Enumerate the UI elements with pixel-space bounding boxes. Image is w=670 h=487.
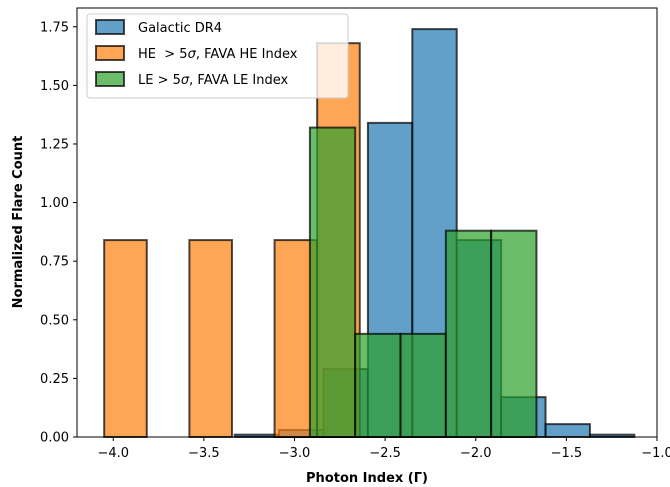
x-axis-label: Photon Index (Γ) (306, 471, 428, 486)
legend: Galactic DR4 HE > 5σ, FAVA HE Index LE >… (86, 13, 349, 99)
histogram-bar (399, 332, 447, 439)
histogram-bar (544, 423, 591, 438)
x-tick-label: −1.5 (551, 446, 583, 461)
legend-swatch-he (95, 45, 125, 61)
histogram-bar (188, 239, 233, 438)
histogram-bar (444, 229, 493, 438)
legend-box (86, 13, 349, 99)
y-tick-label: 1.75 (40, 20, 69, 35)
x-tick-label: −2.0 (460, 446, 492, 461)
y-tick-label: 0.50 (40, 313, 69, 328)
x-tick-label: −1.0 (641, 446, 670, 461)
x-tick-label: −3.0 (279, 446, 311, 461)
legend-swatch-galactic (95, 19, 125, 35)
y-tick-label: 0.75 (40, 255, 69, 270)
x-tick-label: −4.0 (97, 446, 129, 461)
plot-frame (76, 7, 658, 438)
legend-label-galactic: Galactic DR4 (138, 21, 222, 36)
y-tick-label: 1.50 (40, 79, 69, 94)
legend-label-he: HE > 5σ, FAVA HE Index (138, 47, 298, 62)
histogram-bar (103, 239, 148, 438)
y-tick-label: 0.25 (40, 372, 69, 387)
histogram-bar (308, 126, 357, 438)
x-axis: −4.0 −3.5 −3.0 −2.5 −2.0 −1.5 −1.0 (97, 437, 670, 461)
series-2-bars (308, 126, 538, 439)
y-tick-label: 1.00 (40, 196, 69, 211)
histogram-bar (490, 229, 538, 438)
x-tick-label: −2.5 (369, 446, 401, 461)
legend-swatch-le (95, 71, 125, 87)
histogram-bar (354, 332, 402, 439)
y-tick-label: 0.00 (40, 431, 69, 446)
y-axis: 0.00 0.25 0.50 0.75 1.00 1.25 1.50 1.75 (40, 20, 77, 446)
legend-label-le: LE > 5σ, FAVA LE Index (138, 73, 289, 88)
x-tick-label: −3.5 (188, 446, 220, 461)
histogram-bars (103, 28, 636, 439)
y-axis-label: Normalized Flare Count (11, 136, 26, 309)
y-tick-label: 1.25 (40, 137, 69, 152)
